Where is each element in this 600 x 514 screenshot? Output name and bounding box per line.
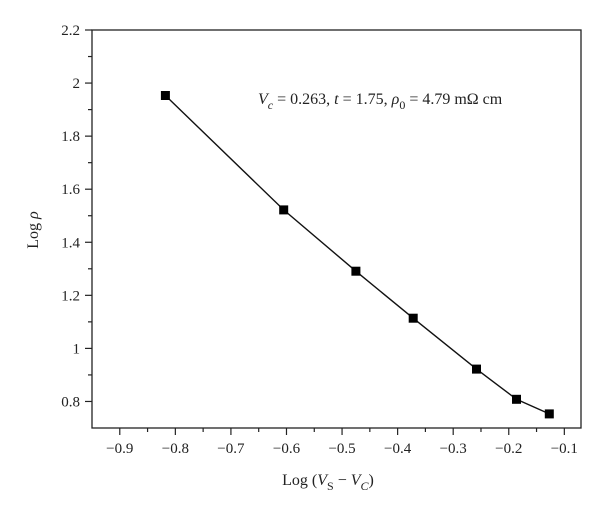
data-point xyxy=(408,313,418,323)
y-tick-label: 1.8 xyxy=(61,129,80,145)
data-point xyxy=(160,91,170,100)
data-point xyxy=(351,266,361,276)
x-tick-label: −0.2 xyxy=(495,441,522,457)
y-axis-label: Log ρ xyxy=(25,211,42,249)
x-tick-label: −0.5 xyxy=(328,441,355,457)
y-tick-label: 2 xyxy=(73,76,81,92)
data-point xyxy=(472,364,481,374)
x-tick-label: −0.7 xyxy=(217,441,245,457)
annotation-text: Vc = 0.263, t = 1.75, ρ0 = 4.79 mΩ cm xyxy=(258,91,503,112)
y-tick-label: 1.6 xyxy=(61,182,80,198)
x-tick-label: −0.1 xyxy=(551,441,578,457)
series-line xyxy=(164,94,550,415)
axis-tick-labels: −0.9 −0.8 −0.7 −0.6 −0.5 −0.4 −0.3 −0.2 −0.1 0.8 1… xyxy=(61,23,578,457)
data-point xyxy=(544,409,554,419)
x-tick-label: −0.9 xyxy=(106,441,133,457)
x-axis-label: Log (VS − VC) xyxy=(282,472,374,493)
y-tick-label: 0.8 xyxy=(61,394,80,410)
axis-ticks xyxy=(85,29,565,435)
plot-frame xyxy=(91,29,582,429)
x-tick-label: −0.4 xyxy=(384,441,412,457)
data-point xyxy=(279,205,289,215)
data-point xyxy=(512,394,521,404)
y-tick-label: 1.4 xyxy=(61,235,80,251)
x-tick-label: −0.6 xyxy=(273,441,301,457)
y-tick-label: 1 xyxy=(73,341,81,357)
y-tick-label: 2.2 xyxy=(61,23,80,39)
x-tick-label: −0.8 xyxy=(162,441,189,457)
x-tick-label: −0.3 xyxy=(440,441,467,457)
y-tick-label: 1.2 xyxy=(61,288,80,304)
data-markers xyxy=(160,91,554,419)
